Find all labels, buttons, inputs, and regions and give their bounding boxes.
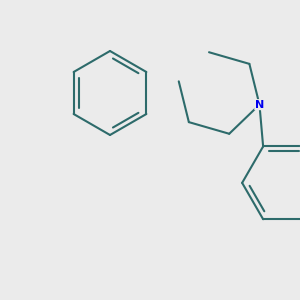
Text: N: N [255, 100, 264, 110]
